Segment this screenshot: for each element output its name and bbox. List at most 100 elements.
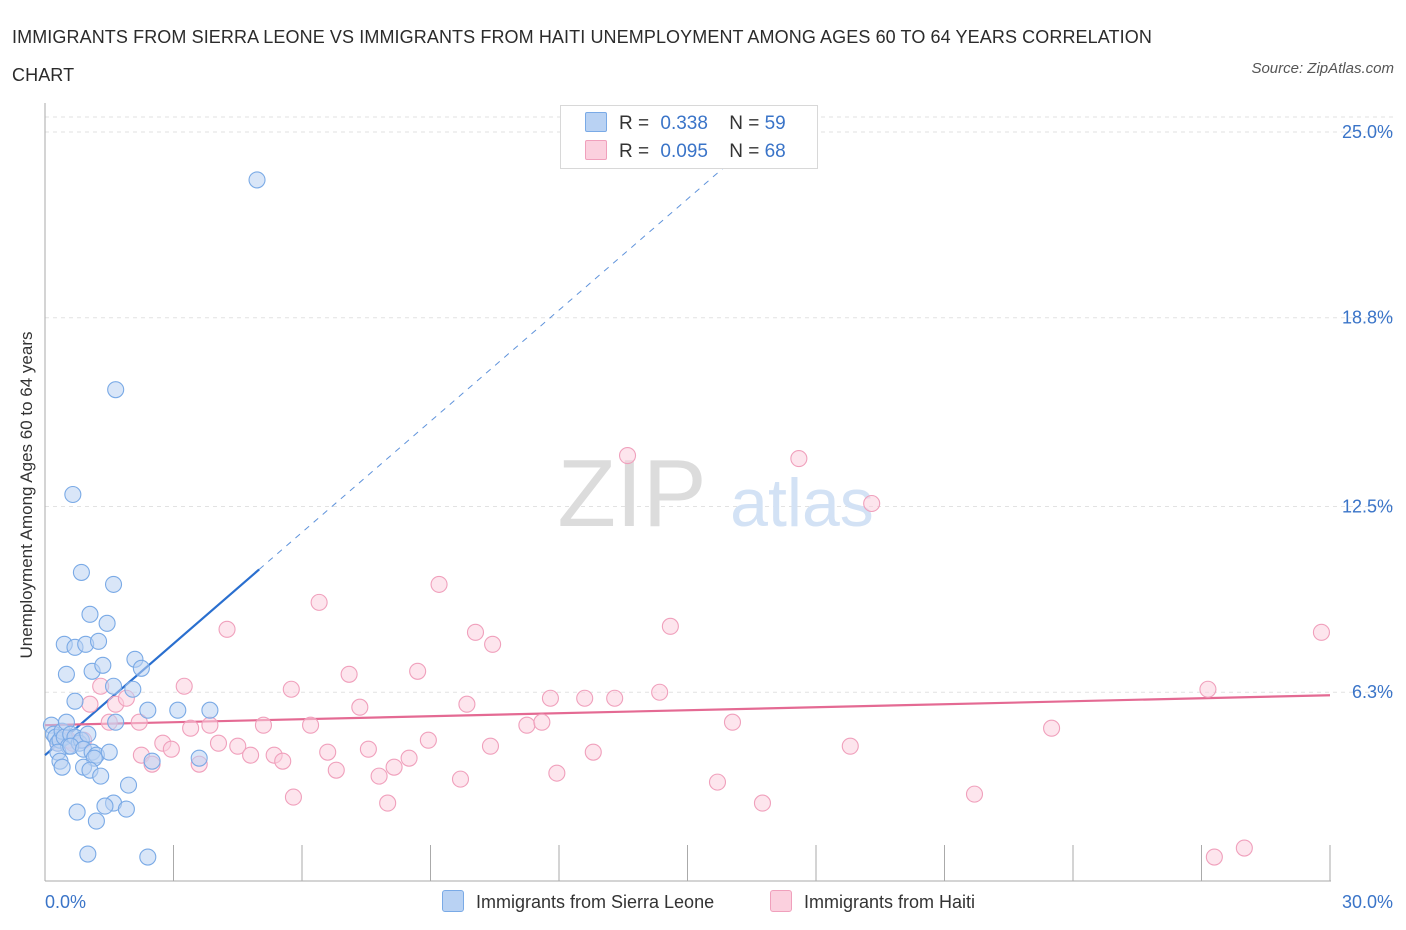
sierra-leone-point <box>66 692 84 710</box>
y-tick-label: 6.3% <box>1352 682 1393 702</box>
haiti-point <box>618 447 637 465</box>
haiti-point <box>400 749 418 767</box>
sierra-leone-point <box>190 749 208 767</box>
legend-label-haiti: Immigrants from Haiti <box>804 892 976 912</box>
sierra-leone-point <box>100 743 118 761</box>
sierra-leone-point <box>248 171 266 189</box>
sierra-leone-point <box>72 563 90 581</box>
sierra-leone-point <box>107 713 125 731</box>
sierra-leone-point <box>139 848 157 866</box>
haiti-point <box>466 623 485 641</box>
chart-title: IMMIGRANTS FROM SIERRA LEONE VS IMMIGRAN… <box>12 27 1152 85</box>
stats-row-haiti: R = 0.095 N = 68 <box>585 138 786 166</box>
haiti-point <box>302 716 320 734</box>
haiti-point <box>254 716 273 734</box>
sierra-leone-trend-extension <box>258 161 731 570</box>
haiti-point <box>723 713 742 731</box>
haiti-point <box>175 677 193 695</box>
haiti-point <box>385 758 403 776</box>
haiti-point <box>661 617 679 635</box>
haiti-point <box>1235 839 1253 857</box>
haiti-point <box>458 695 476 713</box>
haiti-point <box>1043 719 1061 737</box>
sierra-leone-point <box>119 776 138 794</box>
legend-swatch-sierra-leone <box>442 890 464 912</box>
r-label: R = <box>619 141 650 162</box>
haiti-point <box>130 713 148 731</box>
n-value: 59 <box>764 113 786 134</box>
haiti-point <box>533 713 551 731</box>
haiti-point <box>1205 848 1223 866</box>
sierra-leone-point <box>81 605 99 623</box>
sierra-leone-trend-line <box>44 568 260 756</box>
haiti-point <box>430 575 448 593</box>
legend-label-sierra-leone: Immigrants from Sierra Leone <box>476 892 715 912</box>
sierra-leone-swatch <box>585 112 607 132</box>
haiti-point <box>359 740 377 758</box>
sierra-leone-point <box>94 656 112 674</box>
x-tick-label: 0.0% <box>45 892 86 912</box>
legend-item-haiti[interactable]: Immigrants from Haiti <box>770 890 975 913</box>
sierra-leone-point <box>143 752 161 770</box>
r-label: R = <box>619 113 650 134</box>
haiti-point <box>518 716 536 734</box>
haiti-point <box>451 770 470 788</box>
r-value: 0.338 <box>660 113 708 134</box>
haiti-point <box>651 683 669 701</box>
haiti-point <box>965 785 984 803</box>
haiti-point <box>182 719 200 737</box>
sierra-leone-point <box>104 677 123 695</box>
sierra-leone-point <box>201 701 219 719</box>
haiti-point <box>606 689 624 707</box>
sierra-leone-point <box>87 812 105 830</box>
stats-legend: R = 0.338 N = 59 R = 0.095 N = 68 <box>560 105 818 169</box>
haiti-point <box>229 737 247 755</box>
n-label: N = <box>729 113 760 134</box>
haiti-point <box>790 450 808 468</box>
sierra-leone-point <box>104 575 123 593</box>
haiti-point <box>327 761 345 779</box>
haiti-point <box>753 794 772 812</box>
sierra-leone-point <box>98 614 116 632</box>
n-label: N = <box>729 141 760 162</box>
y-tick-label: 18.8% <box>1342 308 1393 328</box>
stats-row-sierra-leone: R = 0.338 N = 59 <box>585 110 786 138</box>
sierra-leone-point <box>89 632 108 650</box>
legend-swatch-haiti <box>770 890 792 912</box>
haiti-point <box>576 689 594 707</box>
sierra-leone-point <box>79 725 97 743</box>
sierra-leone-point <box>124 680 142 698</box>
haiti-point <box>1312 623 1330 641</box>
haiti-point <box>319 743 337 761</box>
sierra-leone-point <box>64 485 82 504</box>
sierra-leone-point <box>92 767 110 785</box>
watermark-atlas: atlas <box>730 465 874 541</box>
sierra-leone-point <box>68 803 86 821</box>
haiti-point <box>409 662 427 680</box>
haiti-point <box>379 794 397 812</box>
haiti-point <box>584 743 602 761</box>
haiti-point <box>419 731 437 749</box>
haiti-point <box>484 635 502 653</box>
n-value: 68 <box>764 141 786 162</box>
haiti-point <box>863 494 881 513</box>
haiti-swatch <box>585 140 607 160</box>
haiti-point <box>708 773 727 791</box>
watermark: ZIP atlas <box>557 440 873 547</box>
haiti-point <box>284 788 302 806</box>
axes <box>44 103 1331 882</box>
sierra-leone-point <box>139 701 157 719</box>
sierra-leone-point <box>53 758 71 776</box>
legend-item-sierra-leone[interactable]: Immigrants from Sierra Leone <box>442 890 714 913</box>
sierra-leone-point <box>79 845 97 863</box>
haiti-point <box>481 737 500 755</box>
sierra-leone-point <box>117 800 135 818</box>
sierra-leone-point <box>96 797 114 815</box>
sierra-leone-point <box>132 659 150 677</box>
haiti-trend-line <box>44 694 1331 727</box>
haiti-point <box>370 767 388 785</box>
y-tick-label: 25.0% <box>1342 122 1393 142</box>
haiti-point <box>209 734 228 752</box>
r-value: 0.095 <box>660 141 708 162</box>
